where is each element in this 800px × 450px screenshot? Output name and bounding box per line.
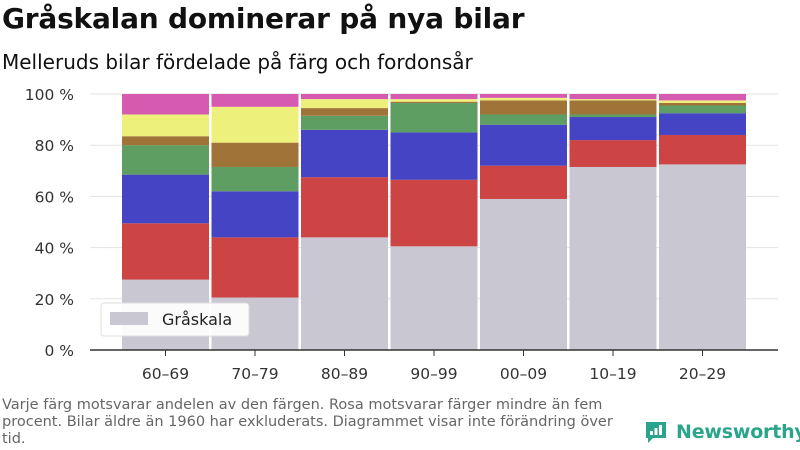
x-tick-label: 20–29 [679,365,726,383]
bar-segment [211,191,299,238]
y-tick-label: 20 % [35,291,74,309]
bar-segment [390,246,478,350]
x-tick-label: 60–69 [142,365,189,383]
x-tick-label: 00–09 [500,365,547,383]
bar-segment [122,136,209,146]
bar-segment [569,114,657,118]
bar-segment [211,142,299,167]
y-tick-label: 60 % [35,188,74,206]
bar-segment [480,198,567,350]
bar-segment [301,108,388,116]
bar-segment [659,100,746,103]
y-tick-label: 80 % [35,137,74,155]
bar-segment [301,115,388,130]
bar-segment [569,140,657,167]
bar-segment [390,99,478,102]
bar-segment [659,113,746,135]
bar-segment [480,94,567,98]
bar-segment [480,165,567,199]
bar-segment [569,166,657,350]
bar-segment [301,129,388,178]
bar-segment [122,223,209,280]
bar-segment [659,134,746,165]
bar-segment [569,100,657,115]
bar-segment [480,114,567,125]
axis-layer: 0 % 20 % 40 % 60 % 80 % 100 % 60–69 70–79 80–89 9… [25,86,778,383]
legend-label: Gråskala [162,310,232,329]
bar-segment [480,124,567,166]
bar-segment [480,100,567,115]
bar-segment [659,164,746,350]
x-tick-label: 70–79 [231,365,278,383]
legend: Gråskala [100,302,250,337]
bar-segment [301,177,388,238]
y-tick-label: 40 % [35,240,74,258]
bar-segment [301,99,388,109]
bar-segment [211,94,299,107]
bar-segment [659,94,746,101]
legend-box [100,302,250,337]
bar-segment [569,117,657,141]
bar-segment [480,97,567,101]
bar-segment [390,102,478,133]
bar-segment [390,101,478,103]
bar-segment [211,106,299,143]
bar-segment [122,94,209,115]
brand[interactable]: Newsworthy [644,420,800,444]
bar-segment [659,105,746,114]
bar-segment [211,237,299,298]
y-tick-label: 100 % [25,86,74,104]
bar-segment [390,179,478,247]
x-tick-label: 80–89 [321,365,368,383]
bar-segment [390,94,478,100]
x-tick-label: 90–99 [410,365,457,383]
chart-subtitle: Melleruds bilar fördelade på färg och fo… [2,50,473,74]
legend-swatch [110,312,148,325]
bar-segment [301,94,388,100]
bar-segment [569,94,657,100]
x-tick-label: 10–19 [589,365,636,383]
chart-title: Gråskalan dominerar på nya bilar [2,2,525,35]
bar-segment [122,145,209,175]
footnote: Varje färg motsvarar andelen av den färg… [2,397,613,447]
y-tick-label: 0 % [44,342,74,360]
bar-segment [122,174,209,224]
stacked-bar-chart: 0 % 20 % 40 % 60 % 80 % 100 % 60–69 70–79 80–89 9… [25,86,778,383]
bar-segment [659,102,746,106]
bar-segment [569,99,657,101]
newsworthy-logo-icon [646,422,666,443]
bar-segment [301,237,388,350]
bar-segment [390,132,478,180]
bar-segment [211,166,299,192]
bar-segment [122,114,209,137]
brand-name: Newsworthy [676,421,800,443]
